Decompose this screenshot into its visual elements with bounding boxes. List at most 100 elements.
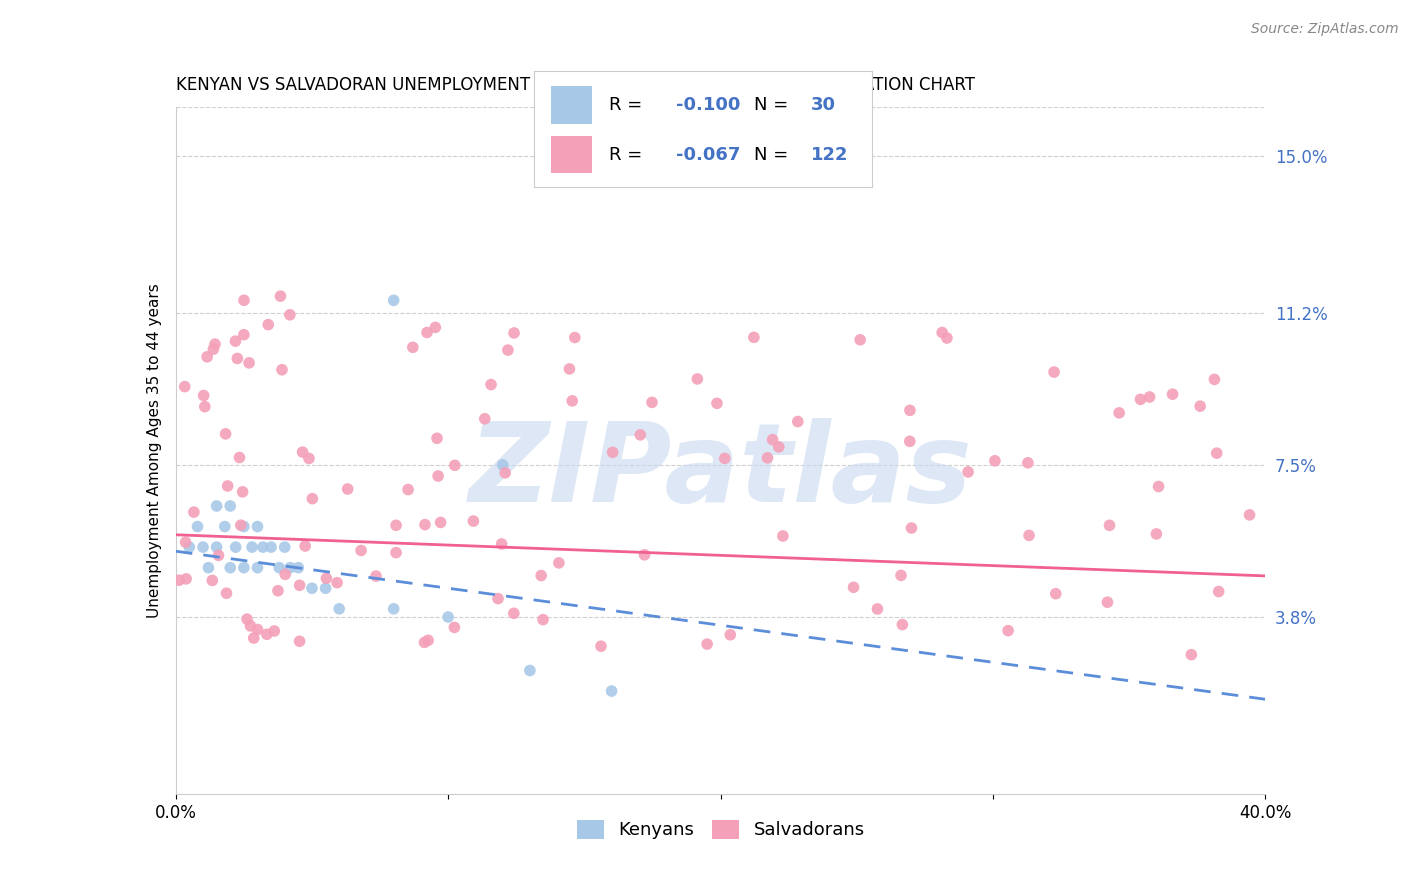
Point (1098, 518, 1121, 533)
Point (205, 540, 228, 554)
Point (240, 540, 263, 554)
Point (503, 326, 526, 340)
Point (1045, 587, 1067, 601)
Point (641, 395, 664, 409)
Point (232, 327, 254, 342)
Point (429, 516, 451, 530)
Point (269, 560, 291, 574)
Point (1129, 392, 1152, 407)
Point (232, 560, 254, 574)
Text: R =: R = (609, 96, 648, 114)
Text: 122: 122 (811, 146, 848, 164)
Point (628, 428, 651, 442)
Point (519, 664, 541, 678)
Point (350, 543, 373, 558)
Point (396, 483, 419, 497)
Point (1204, 372, 1226, 386)
Point (195, 350, 218, 364)
Bar (551, 87, 592, 123)
Point (866, 602, 889, 616)
Point (443, 620, 465, 634)
Point (232, 519, 254, 533)
Point (898, 434, 921, 449)
Point (530, 568, 553, 582)
Text: R =: R = (609, 146, 648, 164)
Point (900, 521, 922, 535)
Text: ZIPatlas: ZIPatlas (468, 417, 973, 524)
Point (1161, 387, 1184, 401)
Point (186, 519, 209, 533)
Point (561, 393, 583, 408)
Point (849, 333, 872, 347)
Text: N =: N = (754, 96, 793, 114)
Point (167, 573, 190, 587)
Bar (551, 136, 592, 173)
Point (491, 537, 513, 551)
Point (1097, 595, 1119, 609)
Point (1239, 508, 1261, 522)
Point (1189, 399, 1212, 413)
Point (935, 331, 957, 345)
Point (207, 549, 229, 563)
Point (193, 388, 215, 402)
Point (425, 320, 447, 334)
Point (984, 454, 1007, 468)
Point (1017, 456, 1039, 470)
Point (890, 568, 912, 582)
Text: N =: N = (754, 146, 793, 164)
Point (479, 377, 502, 392)
Point (326, 575, 349, 590)
Point (1139, 390, 1161, 404)
Point (201, 574, 224, 588)
Point (242, 631, 264, 645)
Text: -0.100: -0.100 (676, 96, 741, 114)
Point (179, 540, 201, 554)
Point (496, 343, 519, 357)
Point (232, 484, 254, 499)
Point (1108, 406, 1130, 420)
Point (602, 445, 624, 459)
Point (957, 465, 980, 479)
Text: -0.067: -0.067 (676, 146, 741, 164)
Point (931, 326, 953, 340)
Point (997, 624, 1019, 638)
Point (214, 426, 236, 441)
Point (718, 628, 741, 642)
Point (257, 318, 280, 332)
Point (589, 639, 612, 653)
Point (1208, 584, 1230, 599)
Point (191, 540, 214, 554)
Point (768, 440, 790, 454)
Point (294, 539, 316, 553)
Point (267, 583, 290, 598)
Point (474, 412, 496, 426)
Point (413, 635, 436, 649)
Point (328, 602, 350, 616)
Point (246, 623, 269, 637)
Point (260, 540, 283, 554)
Point (891, 617, 914, 632)
Point (315, 571, 337, 585)
Point (217, 479, 239, 493)
Point (1144, 527, 1167, 541)
Point (696, 637, 718, 651)
Point (229, 518, 252, 533)
Point (225, 540, 247, 554)
Point (427, 469, 450, 483)
Point (228, 450, 250, 465)
Text: 30: 30 (811, 96, 837, 114)
Point (315, 581, 337, 595)
Point (204, 337, 226, 351)
Point (686, 372, 709, 386)
Point (236, 612, 259, 626)
Point (256, 627, 278, 641)
Point (252, 540, 274, 554)
Point (898, 403, 921, 417)
Point (558, 362, 581, 376)
Point (463, 514, 485, 528)
Point (382, 602, 405, 616)
Point (288, 578, 311, 592)
Point (413, 517, 436, 532)
Point (1147, 479, 1170, 493)
Point (274, 567, 297, 582)
